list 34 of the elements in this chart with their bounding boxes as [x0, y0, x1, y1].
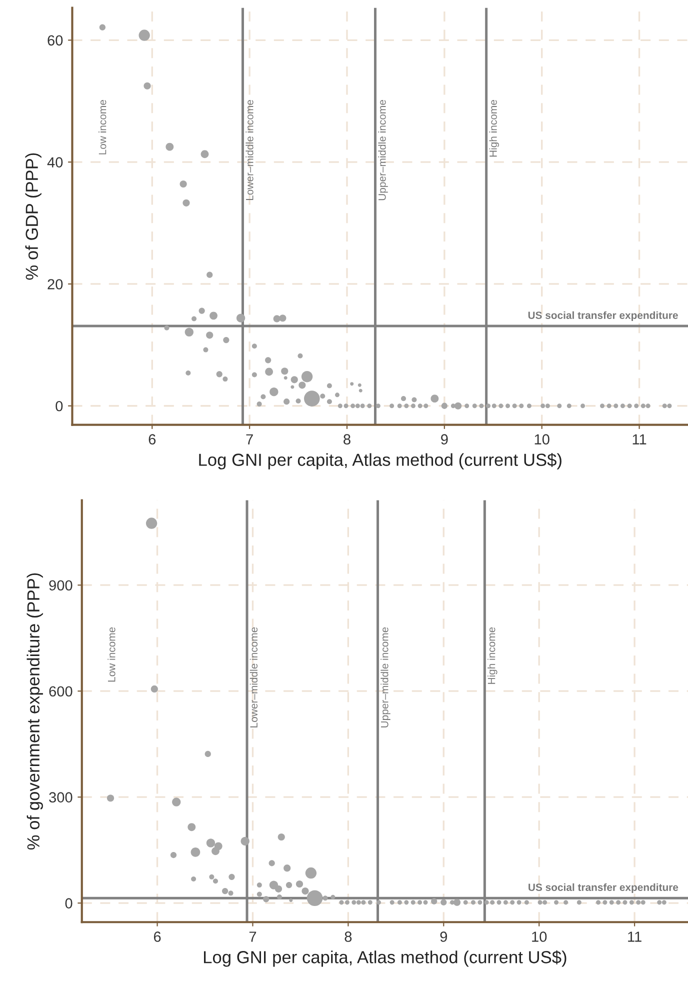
- y-tick-label: 60: [48, 35, 63, 46]
- ref-line-label: US social transfer expenditure: [528, 883, 678, 894]
- y-axis-title: % of GDP (PPP): [25, 153, 42, 280]
- annotation: Low income: [108, 627, 116, 682]
- x-tick-label: 7: [246, 434, 253, 444]
- y-tick-label: 300: [49, 792, 72, 803]
- y-tick-label: 0: [65, 898, 72, 908]
- y-tick-label: 600: [49, 686, 72, 697]
- ref-line-label: High income: [489, 100, 499, 157]
- x-tick-label: 10: [532, 932, 547, 942]
- ref-line-label: High income: [488, 627, 498, 684]
- x-tick-label: 9: [441, 434, 448, 445]
- x-tick-label: 6: [154, 932, 161, 942]
- x-tick-label: 7: [249, 932, 256, 942]
- y-tick-label: 0: [56, 400, 63, 412]
- x-tick-label: 8: [344, 932, 352, 942]
- x-tick-label: 8: [344, 434, 350, 445]
- x-tick-label: 11: [632, 434, 646, 444]
- x-tick-label: 11: [628, 932, 642, 942]
- x-tick-label: 6: [148, 434, 156, 445]
- y-tick-label: 20: [48, 279, 63, 290]
- y-tick-label: 900: [49, 580, 72, 591]
- y-axis-title: % of government expenditure (PPP): [26, 573, 43, 850]
- ref-line-label: Lower–middle income: [250, 627, 258, 728]
- ref-line-label: Upper–middle income: [380, 627, 390, 728]
- x-tick-label: 10: [534, 434, 550, 445]
- y-tick-label: 40: [47, 157, 63, 168]
- ref-line-label: Lower–middle income: [246, 100, 254, 200]
- x-axis-title: Log GNI per capita, Atlas method (current US$): [204, 950, 566, 967]
- x-tick-label: 9: [440, 932, 448, 942]
- ref-line-label: US social transfer expenditure: [528, 311, 678, 322]
- annotation: Low income: [98, 100, 106, 154]
- ref-line-label: Upper–middle income: [378, 100, 388, 200]
- x-axis-title: Log GNI per capita, Atlas method (current US$): [199, 452, 562, 470]
